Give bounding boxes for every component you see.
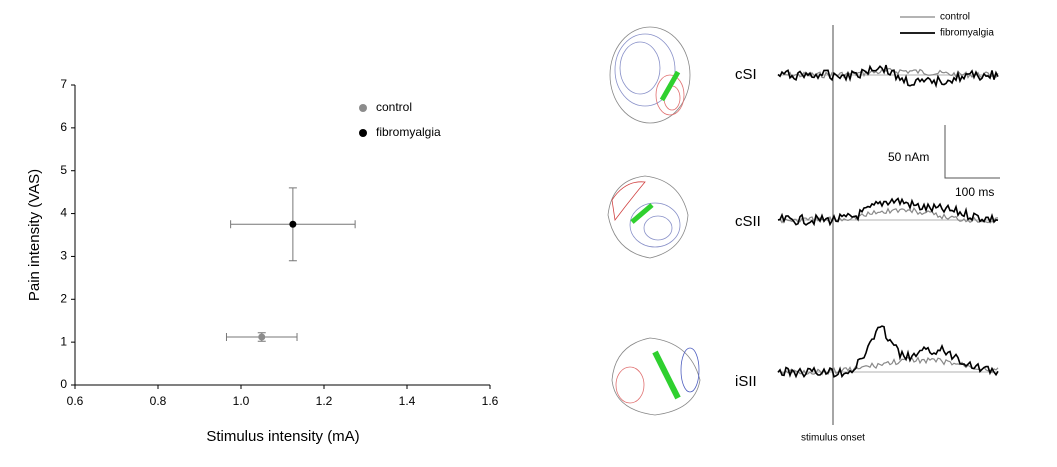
brain-map: [607, 175, 689, 259]
legend-marker: [359, 104, 367, 112]
legend-label: fibromyalgia: [376, 125, 441, 139]
y-axis-title: Pain intensity (VAS): [26, 169, 43, 301]
point: [258, 333, 266, 341]
y-tick-label: 1: [60, 334, 67, 348]
brain-map: [609, 26, 691, 124]
x-tick-label: 1.4: [399, 394, 416, 408]
scale-bar: [944, 125, 1000, 179]
x-axis-title: Stimulus intensity (mA): [206, 428, 359, 445]
trace-fibromyalgia: [777, 197, 999, 227]
point: [289, 220, 297, 228]
region-label: iSII: [735, 373, 757, 390]
region-label: cSII: [735, 213, 761, 230]
scatter-panel: Stimulus intensity (mA) Pain intensity (…: [26, 77, 499, 445]
legend-marker: [359, 129, 367, 137]
y-tick-label: 2: [60, 291, 67, 305]
x-tick-label: 1.2: [316, 394, 333, 408]
brain-map: [611, 337, 701, 416]
x-tick-label: 0.6: [67, 394, 84, 408]
trace-fibromyalgia: [777, 325, 999, 379]
y-tick-label: 6: [60, 120, 67, 134]
region-label: cSI: [735, 66, 757, 83]
scale-amplitude: 50 nAm: [888, 150, 929, 164]
trace-fibromyalgia: [777, 64, 999, 89]
meg-panel: stimulus onset control fibromyalgia 50 n…: [607, 12, 1000, 444]
y-tick-label: 7: [60, 77, 67, 91]
legend-label: fibromyalgia: [940, 28, 994, 39]
y-tick-label: 3: [60, 249, 67, 263]
x-tick-label: 1.6: [482, 394, 499, 408]
y-tick-label: 0: [60, 377, 67, 391]
x-tick-label: 0.8: [150, 394, 167, 408]
y-tick-label: 5: [60, 163, 67, 177]
scale-time: 100 ms: [955, 185, 994, 199]
legend-label: control: [940, 12, 970, 23]
x-tick-label: 1.0: [233, 394, 250, 408]
onset-label: stimulus onset: [801, 433, 865, 444]
y-tick-label: 4: [60, 206, 67, 220]
legend-label: control: [376, 100, 412, 114]
